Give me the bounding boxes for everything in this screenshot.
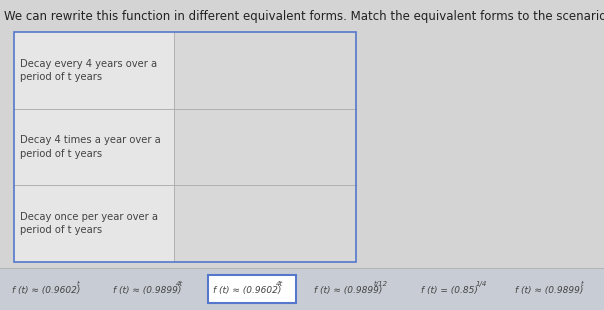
Text: t: t [77, 281, 80, 287]
Text: Decay once per year over a
period of t years: Decay once per year over a period of t y… [20, 212, 158, 235]
Bar [0, 268, 604, 310]
Text: f (t) ≈ (0.9899): f (t) ≈ (0.9899) [515, 286, 584, 294]
Text: f (t) ≈ (0.9602): f (t) ≈ (0.9602) [12, 286, 80, 294]
Text: 4t: 4t [276, 281, 283, 287]
Text: f (t) ≈ (0.9899): f (t) ≈ (0.9899) [314, 286, 382, 294]
Text: f (t) ≈ (0.9602): f (t) ≈ (0.9602) [213, 286, 282, 294]
Text: Decay 4 times a year over a
period of t years: Decay 4 times a year over a period of t … [20, 135, 161, 159]
Bar [14, 32, 174, 262]
Text: Decay every 4 years over a
period of t years: Decay every 4 years over a period of t y… [20, 59, 157, 82]
Text: f (t) = (0.85): f (t) = (0.85) [420, 286, 477, 294]
Text: t: t [580, 281, 583, 287]
Text: t/12: t/12 [373, 281, 387, 287]
Bar [14, 32, 356, 262]
Text: 4t: 4t [175, 281, 182, 287]
Text: We can rewrite this function in different equivalent forms. Match the equivalent: We can rewrite this function in differen… [4, 10, 604, 23]
Bar [208, 275, 296, 303]
Text: f (t) ≈ (0.9899): f (t) ≈ (0.9899) [113, 286, 181, 294]
Text: 1/4: 1/4 [475, 281, 487, 287]
Bar [174, 32, 356, 262]
